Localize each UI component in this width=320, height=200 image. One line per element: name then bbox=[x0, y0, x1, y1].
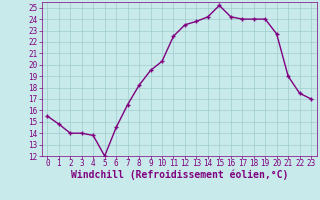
X-axis label: Windchill (Refroidissement éolien,°C): Windchill (Refroidissement éolien,°C) bbox=[70, 169, 288, 180]
